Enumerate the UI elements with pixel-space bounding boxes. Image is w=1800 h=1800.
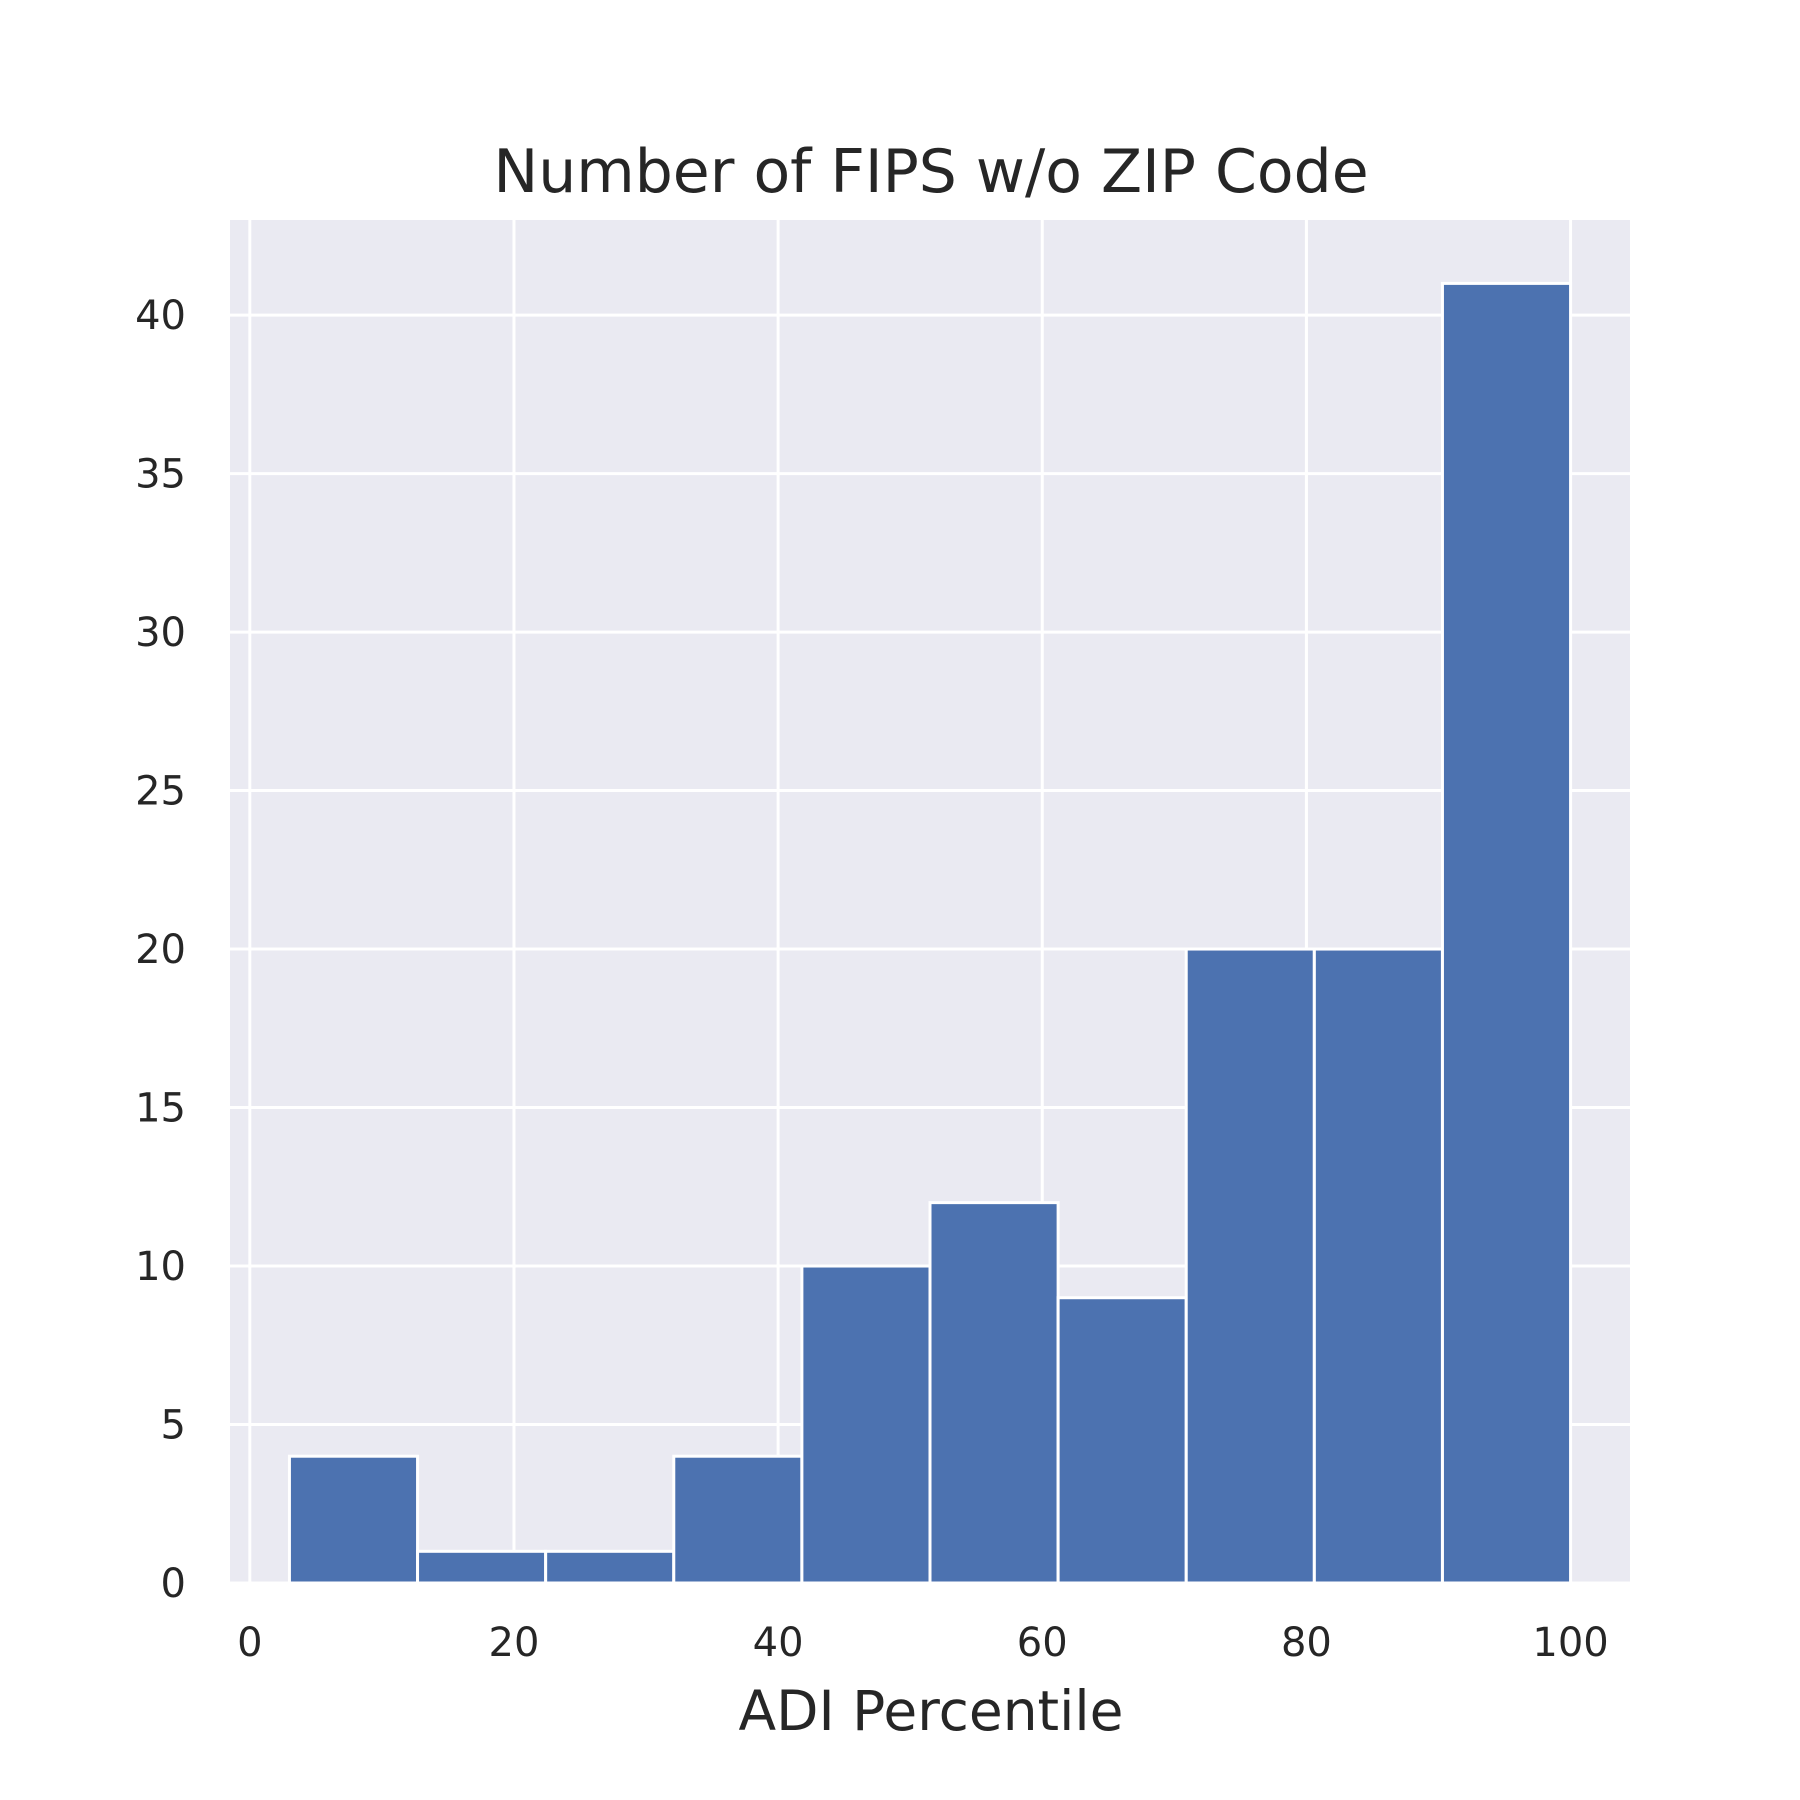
y-tick-label: 30 [135,610,186,656]
histogram-bar-6 [928,1201,1060,1585]
x-axis-ticks: 0 20 40 60 80 100 [237,1620,1609,1666]
x-tick-label: 0 [237,1620,262,1666]
histogram-bar-8 [1184,947,1316,1585]
x-tick-label: 20 [489,1620,540,1666]
bars [287,281,1573,1585]
histogram-bar-2 [416,1549,548,1585]
y-tick-label: 35 [135,452,186,498]
x-tick-label: 80 [1281,1620,1332,1666]
y-tick-label: 20 [135,927,186,973]
x-tick-label: 100 [1532,1620,1608,1666]
histogram-bar-4 [672,1454,804,1585]
chart-title: Number of FIPS w/o ZIP Code [493,137,1368,207]
y-tick-label: 5 [161,1403,186,1449]
histogram-bar-1 [287,1454,420,1585]
y-tick-label: 25 [135,769,186,815]
x-tick-label: 40 [753,1620,804,1666]
histogram-bar-5 [800,1264,932,1585]
histogram-bar-9 [1312,947,1444,1585]
histogram-bar-10 [1440,281,1573,1585]
histogram-bar-3 [544,1549,676,1585]
y-tick-label: 15 [135,1086,186,1132]
y-tick-label: 0 [161,1561,186,1607]
y-tick-label: 10 [135,1244,186,1290]
y-axis-ticks: 0 5 10 15 20 25 30 35 40 [135,293,186,1607]
y-tick-label: 40 [135,293,186,339]
x-axis-label: ADI Percentile [738,1679,1123,1743]
histogram-bar-7 [1056,1296,1188,1585]
x-tick-label: 60 [1017,1620,1068,1666]
